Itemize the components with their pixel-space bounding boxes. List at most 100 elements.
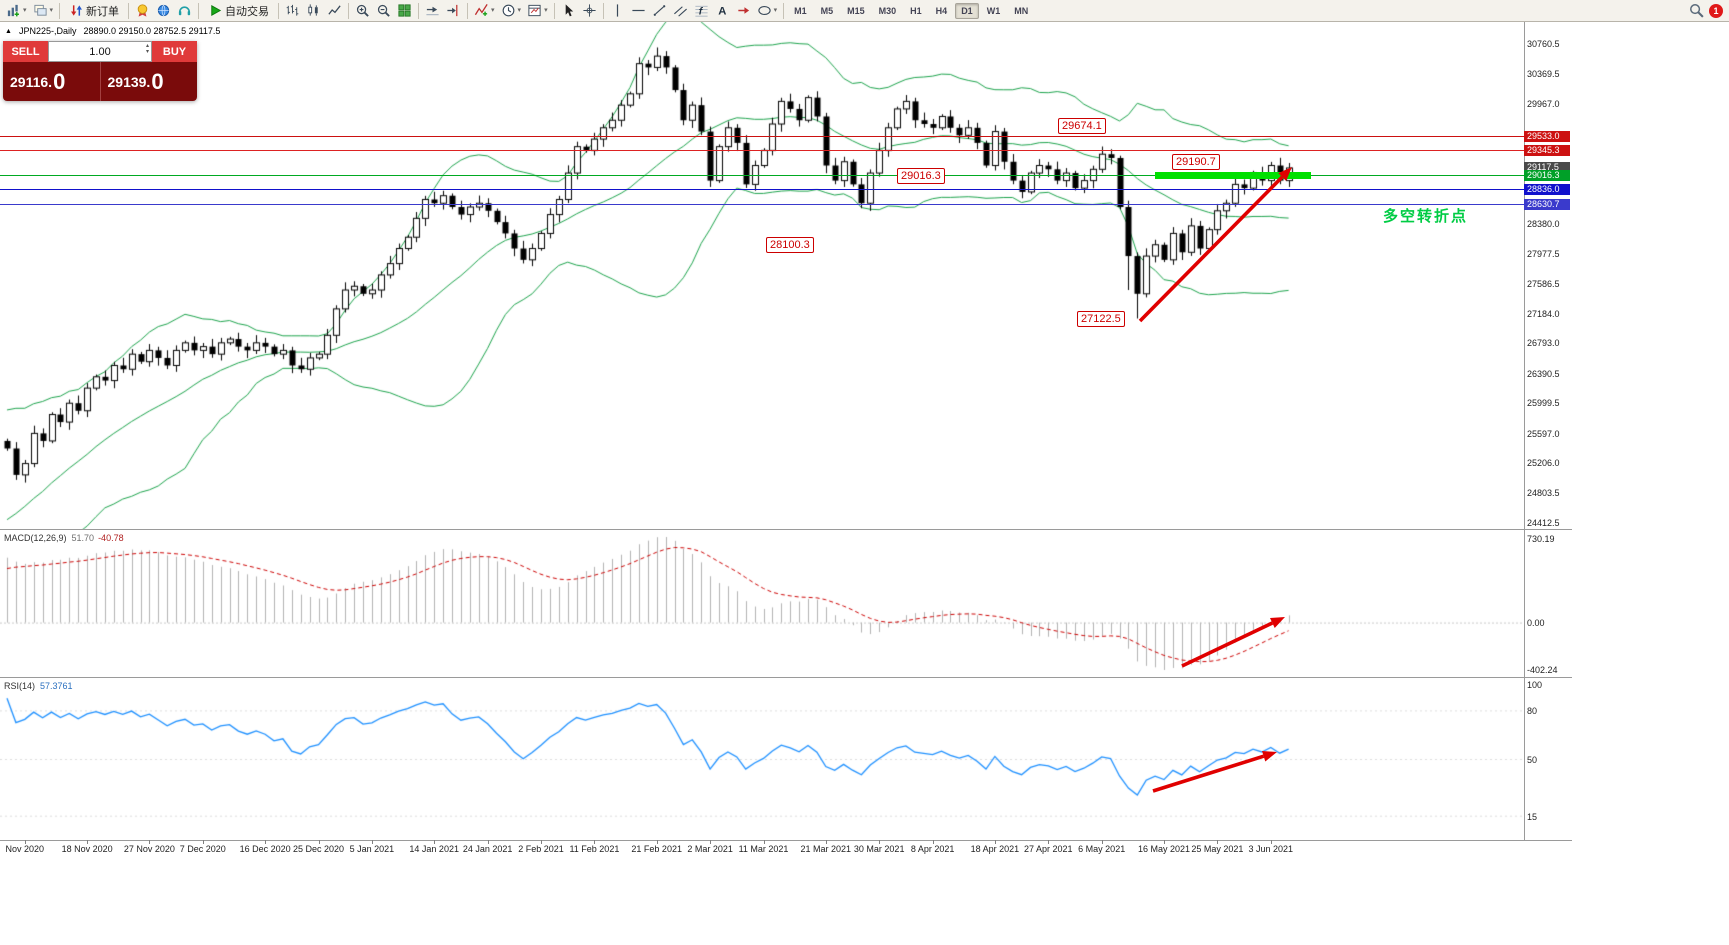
time-axis-label: 11 Feb 2021	[569, 844, 620, 854]
timeframe-button-h1[interactable]: H1	[910, 5, 922, 16]
bar-chart-button[interactable]	[282, 1, 303, 20]
time-axis-tick	[1048, 840, 1050, 844]
toolbar-separator	[128, 2, 130, 19]
svg-text:A: A	[718, 6, 726, 18]
vertical-line-button[interactable]	[607, 1, 628, 20]
horizontal-line-29345.3[interactable]	[0, 150, 1524, 152]
pane-separator[interactable]	[0, 677, 1572, 678]
dropdown-caret-icon: ▾	[544, 7, 548, 14]
time-axis-label: 27 Apr 2021	[1024, 844, 1073, 854]
time-axis-tick	[371, 840, 373, 844]
price-chart-canvas[interactable]	[0, 22, 1524, 530]
equidistant-channel-icon	[673, 3, 688, 18]
search-button[interactable]	[1686, 1, 1707, 20]
selected-hline-segment[interactable]	[1155, 172, 1311, 180]
tile-windows-button[interactable]	[394, 1, 415, 20]
volume-stepper[interactable]: ▴ ▾	[146, 43, 149, 55]
auto-scroll-button[interactable]	[422, 1, 443, 20]
chart-shift-button[interactable]	[443, 1, 464, 20]
rsi-indicator-label: RSI(14) 57.3761	[4, 681, 73, 691]
community-button[interactable]	[153, 1, 174, 20]
stepper-up-icon[interactable]: ▴	[145, 43, 149, 49]
timeframe-button-w1[interactable]: W1	[986, 5, 1001, 16]
periods-button[interactable]: ▾	[498, 1, 525, 20]
macd-axis-label: 0.00	[1527, 617, 1545, 628]
time-axis-separator	[0, 840, 1572, 841]
zoom-in-icon	[355, 3, 370, 18]
volume-input[interactable]: 1.00 ▴ ▾	[48, 41, 152, 62]
price-annotation[interactable]: 27122.5	[1077, 310, 1125, 327]
price-annotation[interactable]: 29674.1	[1058, 117, 1106, 134]
trendline-icon	[652, 3, 667, 18]
support-button[interactable]	[174, 1, 195, 20]
timeframe-button-m5[interactable]: M5	[820, 5, 834, 16]
pane-separator[interactable]	[0, 529, 1572, 530]
time-axis-label: 7 Dec 2020	[179, 844, 226, 854]
horizontal-line-29533[interactable]	[0, 136, 1524, 138]
sell-price[interactable]: 29116. 0	[3, 62, 100, 101]
horizontal-line-28630.7[interactable]	[0, 204, 1524, 206]
new-chart-button[interactable]: ▾	[3, 1, 30, 20]
buy-button[interactable]: BUY	[152, 41, 197, 62]
stepper-down-icon[interactable]: ▾	[145, 49, 149, 55]
cursor-button[interactable]	[558, 1, 579, 20]
line-chart-button[interactable]	[324, 1, 345, 20]
shapes-button[interactable]: ▾	[754, 1, 781, 20]
time-axis-label: 18 Apr 2021	[970, 844, 1020, 854]
alerts-button[interactable]	[132, 1, 153, 20]
zoom-out-button[interactable]	[373, 1, 394, 20]
new-order-button[interactable]: 新订单	[63, 1, 125, 20]
notification-badge[interactable]: 1	[1709, 3, 1723, 18]
time-axis-label: 16 Dec 2020	[239, 844, 291, 854]
vertical-line-icon	[610, 3, 625, 18]
candlestick-chart-button[interactable]	[303, 1, 324, 20]
channel-button[interactable]	[670, 1, 691, 20]
profiles-button[interactable]: ▾	[30, 1, 57, 20]
sell-button[interactable]: SELL	[3, 41, 48, 62]
annotation-note[interactable]: 多空转折点	[1383, 208, 1469, 225]
templates-button[interactable]: ▾	[524, 1, 551, 20]
indicators-icon	[474, 3, 489, 18]
alerts-icon	[135, 3, 150, 18]
trendline-button[interactable]	[649, 1, 670, 20]
horizontal-line-29016.3[interactable]	[0, 175, 1524, 177]
time-axis-tick	[932, 840, 934, 844]
price-axis-border	[1524, 22, 1525, 840]
fibonacci-button[interactable]: f	[691, 1, 712, 20]
timeframe-button-m15[interactable]: M15	[847, 5, 865, 16]
horizontal-line-28836[interactable]	[0, 188, 1524, 190]
price-axis-tag: 29016.3	[1524, 170, 1570, 182]
toolbar-separator	[198, 2, 200, 19]
price-axis-label: 30369.5	[1527, 68, 1560, 79]
buy-price-text: 29139.	[107, 73, 151, 90]
price-axis-label: 28380.0	[1527, 218, 1560, 229]
autotrading-button[interactable]: 自动交易	[202, 1, 275, 20]
arrows-button[interactable]	[733, 1, 754, 20]
time-axis-tick	[710, 840, 712, 844]
price-annotation[interactable]: 29016.3	[897, 167, 945, 184]
timeframe-button-m1[interactable]: M1	[794, 5, 807, 16]
time-axis-label: 3 Jun 2021	[1248, 844, 1294, 854]
price-annotation[interactable]: 29190.7	[1172, 154, 1220, 171]
timeframe-button-h4[interactable]: H4	[935, 5, 948, 16]
rsi-axis-label: 80	[1527, 706, 1538, 717]
timeframe-button-mn[interactable]: MN	[1014, 5, 1029, 16]
timeframe-button-d1[interactable]: D1	[955, 2, 979, 19]
rsi-axis-label: 15	[1527, 811, 1538, 822]
zoom-in-button[interactable]	[352, 1, 373, 20]
price-axis-tag: 29345.3	[1524, 145, 1570, 157]
crosshair-button[interactable]	[579, 1, 600, 20]
tile-windows-icon	[397, 3, 412, 18]
text-button[interactable]: A	[712, 1, 733, 20]
toolbar-separator	[59, 2, 61, 19]
buy-price-big-digit: 0	[151, 68, 164, 94]
timeframe-button-m30[interactable]: M30	[878, 5, 897, 16]
macd-canvas[interactable]	[0, 530, 1524, 677]
price-annotation[interactable]: 28100.3	[766, 236, 814, 253]
horizontal-line-button[interactable]	[628, 1, 649, 20]
rsi-canvas[interactable]	[0, 678, 1524, 840]
indicators-button[interactable]: ▾	[471, 1, 498, 20]
toolbar-separator	[602, 2, 604, 19]
buy-price[interactable]: 29139. 0	[99, 62, 198, 101]
time-axis-tick	[541, 840, 542, 844]
